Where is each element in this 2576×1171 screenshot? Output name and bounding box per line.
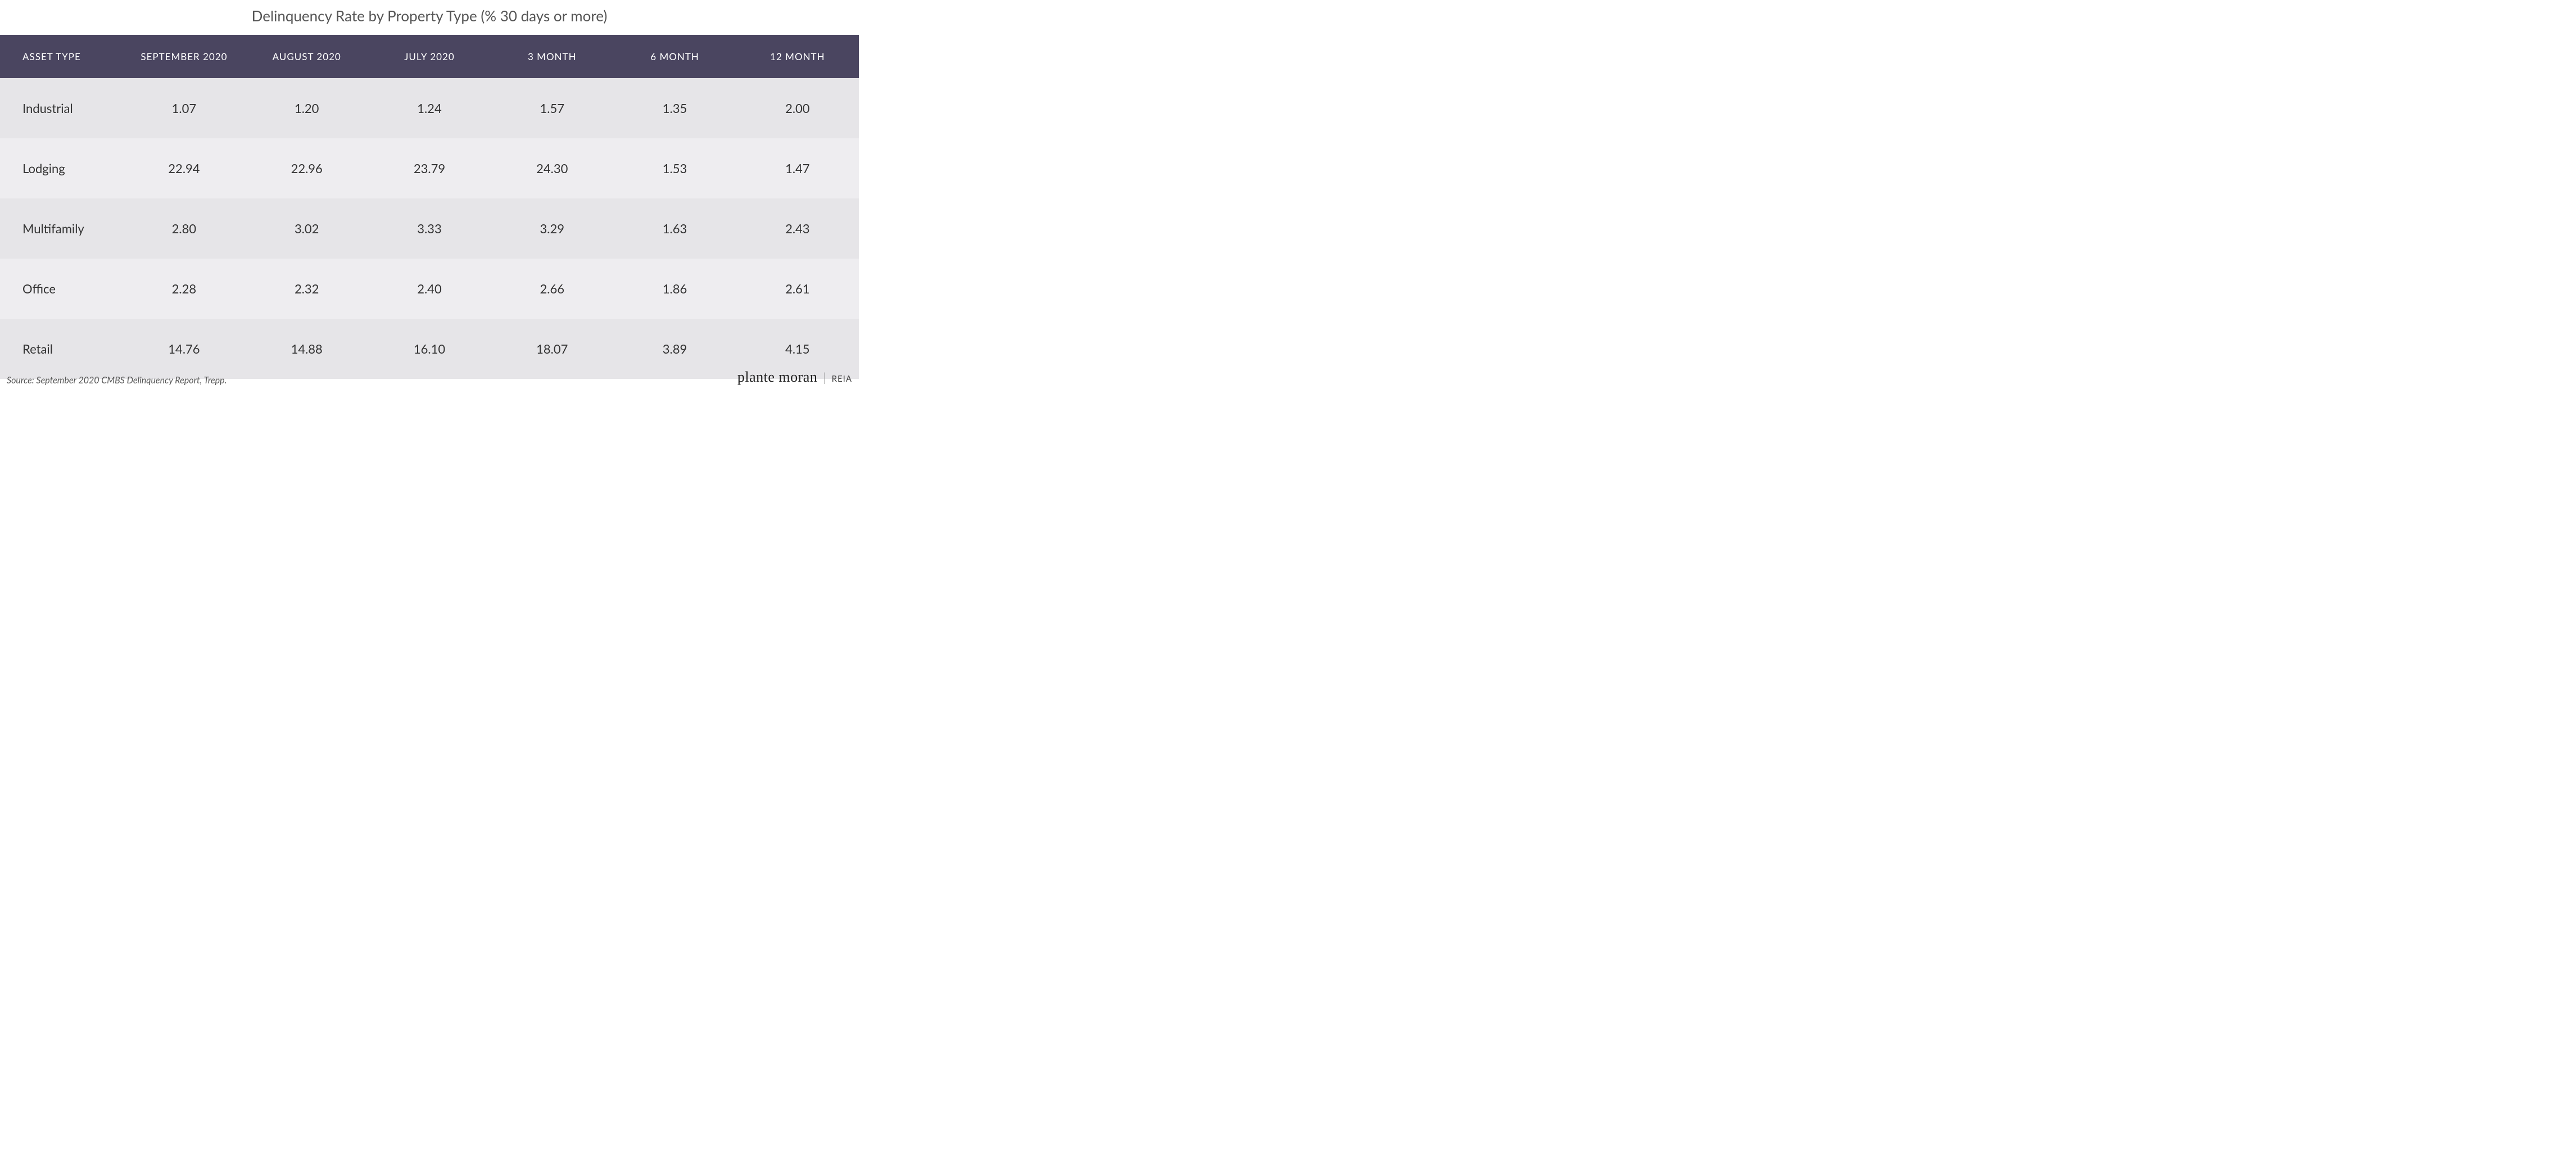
source-text: Source: September 2020 CMBS Delinquency … [7, 375, 227, 386]
cell-value: 1.24 [368, 78, 491, 138]
brand-logo: plante moran | REIA [737, 369, 852, 386]
footer: Source: September 2020 CMBS Delinquency … [0, 369, 859, 386]
cell-value: 2.66 [491, 259, 613, 319]
col-header: 6 MONTH [613, 35, 736, 78]
cell-value: 22.96 [246, 138, 368, 198]
cell-value: 3.29 [491, 198, 613, 259]
brand-divider: | [823, 369, 826, 385]
cell-value: 2.32 [246, 259, 368, 319]
col-header: ASSET TYPE [0, 35, 123, 78]
cell-value: 2.43 [736, 198, 859, 259]
cell-value: 22.94 [123, 138, 245, 198]
col-header: SEPTEMBER 2020 [123, 35, 245, 78]
cell-value: 1.47 [736, 138, 859, 198]
cell-value: 2.61 [736, 259, 859, 319]
table-row: Multifamily 2.80 3.02 3.33 3.29 1.63 2.4… [0, 198, 859, 259]
cell-value: 1.63 [613, 198, 736, 259]
cell-value: 1.57 [491, 78, 613, 138]
cell-asset-type: Industrial [0, 78, 123, 138]
table-row: Industrial 1.07 1.20 1.24 1.57 1.35 2.00 [0, 78, 859, 138]
chart-title: Delinquency Rate by Property Type (% 30 … [0, 0, 859, 35]
cell-value: 24.30 [491, 138, 613, 198]
cell-value: 1.35 [613, 78, 736, 138]
cell-value: 3.02 [246, 198, 368, 259]
cell-asset-type: Office [0, 259, 123, 319]
cell-value: 1.20 [246, 78, 368, 138]
brand-sub-text: REIA [832, 374, 852, 384]
table-row: Lodging 22.94 22.96 23.79 24.30 1.53 1.4… [0, 138, 859, 198]
cell-asset-type: Multifamily [0, 198, 123, 259]
table-header-row: ASSET TYPE SEPTEMBER 2020 AUGUST 2020 JU… [0, 35, 859, 78]
cell-value: 3.33 [368, 198, 491, 259]
cell-value: 1.86 [613, 259, 736, 319]
col-header: 12 MONTH [736, 35, 859, 78]
delinquency-table: ASSET TYPE SEPTEMBER 2020 AUGUST 2020 JU… [0, 35, 859, 379]
col-header: 3 MONTH [491, 35, 613, 78]
col-header: AUGUST 2020 [246, 35, 368, 78]
cell-value: 2.40 [368, 259, 491, 319]
brand-main-text: plante moran [737, 369, 817, 386]
cell-value: 1.07 [123, 78, 245, 138]
cell-asset-type: Lodging [0, 138, 123, 198]
col-header: JULY 2020 [368, 35, 491, 78]
cell-value: 23.79 [368, 138, 491, 198]
cell-value: 1.53 [613, 138, 736, 198]
cell-value: 2.80 [123, 198, 245, 259]
table-row: Office 2.28 2.32 2.40 2.66 1.86 2.61 [0, 259, 859, 319]
cell-value: 2.28 [123, 259, 245, 319]
cell-value: 2.00 [736, 78, 859, 138]
